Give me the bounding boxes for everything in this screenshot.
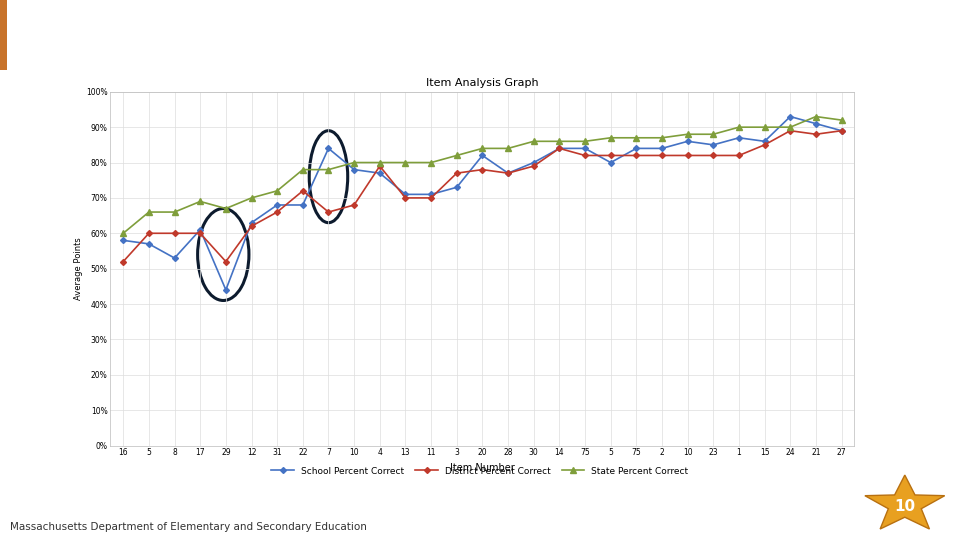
School Percent Correct — [528, 159, 540, 166]
District Percent Correct — [554, 145, 565, 152]
Polygon shape — [865, 475, 945, 529]
School Percent Correct — [758, 138, 770, 145]
District Percent Correct — [425, 194, 437, 201]
State Percent Correct — [733, 124, 745, 130]
State Percent Correct — [682, 131, 693, 138]
District Percent Correct — [476, 166, 488, 173]
State Percent Correct — [297, 166, 308, 173]
State Percent Correct — [810, 113, 822, 120]
School Percent Correct — [605, 159, 616, 166]
District Percent Correct — [605, 152, 616, 159]
State Percent Correct — [554, 138, 565, 145]
State Percent Correct — [195, 198, 206, 205]
School Percent Correct — [348, 166, 360, 173]
School Percent Correct — [451, 184, 463, 191]
District Percent Correct — [502, 170, 514, 177]
School Percent Correct — [297, 202, 308, 208]
Text: Using the item analysis template: pre-formatted graph: Using the item analysis template: pre-fo… — [15, 26, 707, 46]
X-axis label: Item Number: Item Number — [450, 463, 515, 473]
Text: Massachusetts Department of Elementary and Secondary Education: Massachusetts Department of Elementary a… — [10, 522, 367, 531]
School Percent Correct — [682, 138, 693, 145]
District Percent Correct — [143, 230, 155, 237]
State Percent Correct — [502, 145, 514, 152]
Title: Item Analysis Graph: Item Analysis Graph — [426, 78, 539, 88]
Line: State Percent Correct: State Percent Correct — [120, 114, 845, 236]
District Percent Correct — [528, 163, 540, 170]
School Percent Correct — [143, 241, 155, 247]
District Percent Correct — [246, 223, 257, 230]
State Percent Correct — [476, 145, 488, 152]
District Percent Correct — [374, 163, 386, 170]
State Percent Correct — [758, 124, 770, 130]
District Percent Correct — [579, 152, 590, 159]
State Percent Correct — [579, 138, 590, 145]
District Percent Correct — [733, 152, 745, 159]
School Percent Correct — [399, 191, 411, 198]
District Percent Correct — [631, 152, 642, 159]
School Percent Correct — [810, 120, 822, 127]
State Percent Correct — [272, 187, 283, 194]
District Percent Correct — [784, 127, 796, 134]
Legend: School Percent Correct, District Percent Correct, State Percent Correct: School Percent Correct, District Percent… — [268, 463, 692, 480]
District Percent Correct — [348, 202, 360, 208]
State Percent Correct — [708, 131, 719, 138]
State Percent Correct — [784, 124, 796, 130]
Line: School Percent Correct: School Percent Correct — [121, 114, 844, 292]
District Percent Correct — [323, 209, 334, 215]
State Percent Correct — [836, 117, 848, 123]
State Percent Correct — [220, 205, 231, 212]
State Percent Correct — [323, 166, 334, 173]
School Percent Correct — [195, 226, 206, 233]
District Percent Correct — [682, 152, 693, 159]
School Percent Correct — [631, 145, 642, 152]
School Percent Correct — [708, 141, 719, 148]
District Percent Correct — [451, 170, 463, 177]
State Percent Correct — [143, 209, 155, 215]
District Percent Correct — [657, 152, 668, 159]
School Percent Correct — [220, 287, 231, 293]
School Percent Correct — [117, 237, 129, 244]
School Percent Correct — [323, 145, 334, 152]
Line: District Percent Correct: District Percent Correct — [121, 129, 844, 264]
School Percent Correct — [579, 145, 590, 152]
State Percent Correct — [631, 134, 642, 141]
School Percent Correct — [657, 145, 668, 152]
School Percent Correct — [733, 134, 745, 141]
District Percent Correct — [220, 258, 231, 265]
School Percent Correct — [169, 255, 180, 261]
School Percent Correct — [272, 202, 283, 208]
School Percent Correct — [836, 127, 848, 134]
School Percent Correct — [476, 152, 488, 159]
District Percent Correct — [810, 131, 822, 138]
State Percent Correct — [374, 159, 386, 166]
Bar — [0, 0, 7, 70]
District Percent Correct — [272, 209, 283, 215]
State Percent Correct — [528, 138, 540, 145]
State Percent Correct — [169, 209, 180, 215]
District Percent Correct — [195, 230, 206, 237]
School Percent Correct — [425, 191, 437, 198]
School Percent Correct — [784, 113, 796, 120]
State Percent Correct — [348, 159, 360, 166]
State Percent Correct — [605, 134, 616, 141]
School Percent Correct — [246, 219, 257, 226]
School Percent Correct — [374, 170, 386, 177]
District Percent Correct — [708, 152, 719, 159]
State Percent Correct — [117, 230, 129, 237]
State Percent Correct — [399, 159, 411, 166]
State Percent Correct — [451, 152, 463, 159]
State Percent Correct — [657, 134, 668, 141]
Text: 10: 10 — [894, 500, 916, 514]
School Percent Correct — [554, 145, 565, 152]
District Percent Correct — [399, 194, 411, 201]
State Percent Correct — [425, 159, 437, 166]
School Percent Correct — [502, 170, 514, 177]
District Percent Correct — [297, 187, 308, 194]
State Percent Correct — [246, 194, 257, 201]
District Percent Correct — [117, 258, 129, 265]
District Percent Correct — [169, 230, 180, 237]
Y-axis label: Average Points: Average Points — [74, 237, 84, 300]
District Percent Correct — [836, 127, 848, 134]
District Percent Correct — [758, 141, 770, 148]
